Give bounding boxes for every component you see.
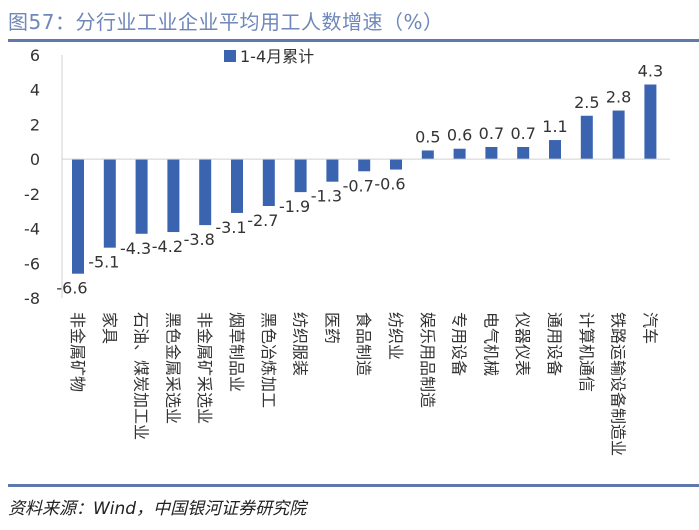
y-tick-label: 2: [30, 115, 40, 134]
bar: [485, 146, 498, 160]
bar: [390, 159, 402, 170]
bar: [262, 159, 275, 207]
source-note: 资料来源：Wind，中国银河证券研究院: [8, 499, 307, 519]
x-tick-label: 汽车: [640, 312, 659, 344]
x-tick-label: 家具: [100, 312, 119, 344]
bar: [644, 84, 657, 160]
bar: [421, 150, 434, 160]
y-tick-label: 6: [30, 46, 40, 65]
bar: [453, 148, 466, 160]
data-label: -6.6: [56, 279, 87, 298]
bar: [72, 159, 84, 274]
x-tick-label: 纺织业: [386, 312, 405, 360]
data-label: -0.7: [343, 176, 374, 195]
x-tick-label: 专用设备: [450, 312, 469, 376]
legend-label: 1-4月累计: [240, 47, 314, 66]
bar: [326, 159, 339, 182]
data-label: 1.1: [542, 117, 567, 136]
bar: [580, 115, 593, 160]
bar: [549, 140, 561, 160]
y-tick-label: -6: [24, 254, 40, 273]
y-tick-label: 0: [30, 150, 40, 169]
data-label: -4.2: [152, 237, 183, 256]
data-label: -1.9: [279, 197, 310, 216]
bar: [358, 159, 371, 172]
data-label: -3.8: [184, 230, 215, 249]
x-tick-label: 仪器仪表: [513, 312, 532, 376]
bar: [199, 159, 212, 226]
data-label: 0.6: [447, 126, 472, 145]
data-label: 0.5: [415, 127, 440, 146]
x-tick-label: 计算机通信: [577, 312, 596, 392]
data-label: -3.1: [215, 218, 246, 237]
data-label: -2.7: [247, 211, 278, 230]
x-tick-label: 烟草制品业: [227, 312, 246, 392]
bar: [517, 146, 530, 160]
x-tick-label: 黑色冶炼加工: [259, 312, 278, 408]
y-tick-label: -2: [24, 185, 40, 204]
bar: [135, 159, 148, 234]
data-label: -1.3: [311, 187, 342, 206]
y-tick-label: 4: [30, 81, 40, 100]
data-label: 0.7: [479, 124, 504, 143]
data-label: 4.3: [638, 62, 663, 81]
x-tick-label: 黑色金属采选业: [163, 312, 182, 424]
bar: [612, 110, 625, 160]
data-label: 2.5: [574, 93, 599, 112]
data-label: 0.7: [510, 124, 535, 143]
legend-swatch: [224, 50, 236, 62]
y-tick-label: -8: [24, 289, 40, 308]
x-tick-label: 电气机械: [481, 312, 500, 376]
x-tick-label: 医药: [322, 312, 341, 344]
x-tick-label: 食品制造: [354, 312, 373, 376]
title-divider: [8, 39, 699, 42]
x-tick-label: 非金属矿采选业: [195, 312, 214, 424]
x-tick-label: 石油、煤炭加工业: [132, 312, 151, 440]
bar: [231, 159, 243, 213]
bar: [103, 159, 116, 248]
x-tick-label: 纺织服装: [291, 312, 310, 376]
bar: [294, 159, 307, 193]
x-tick-label: 铁路运输设备制造业: [609, 312, 628, 456]
data-label: -0.6: [374, 175, 405, 194]
data-label: 2.8: [606, 88, 631, 107]
x-tick-label: 娱乐用品制造: [418, 312, 437, 408]
x-tick-label: 通用设备: [545, 312, 564, 376]
y-tick-label: -4: [24, 220, 40, 239]
data-label: -4.3: [120, 239, 151, 258]
bar: [167, 159, 180, 233]
footer-divider: [8, 484, 699, 487]
x-tick-label: 非金属矿物: [68, 312, 87, 392]
chart-title: 图57：分行业工业企业平均用工人数增速（%）: [8, 10, 444, 34]
data-label: -5.1: [88, 253, 119, 272]
